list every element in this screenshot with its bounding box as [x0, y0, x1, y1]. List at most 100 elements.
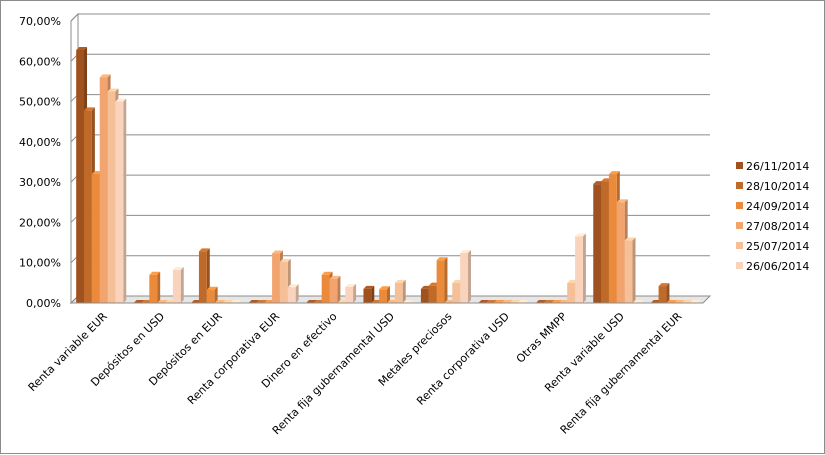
bar — [172, 266, 184, 303]
bar-top — [329, 275, 341, 279]
bar-top — [436, 257, 448, 261]
bar-front — [608, 174, 617, 303]
bar-front — [99, 77, 108, 304]
bar-top — [230, 300, 242, 303]
bar-side — [582, 233, 586, 303]
bar-front — [379, 289, 387, 303]
legend-swatch — [736, 242, 743, 249]
bar-top — [517, 300, 529, 303]
bar-front — [420, 288, 429, 303]
bar-top — [689, 300, 701, 303]
bar-front — [287, 287, 296, 303]
bar-top — [222, 300, 234, 303]
bar-top — [658, 283, 670, 287]
bar-top — [535, 300, 547, 303]
bar-top — [616, 199, 628, 203]
y-tick-label: 10,00% — [19, 257, 61, 270]
bar — [149, 271, 161, 303]
bar-front — [198, 251, 207, 303]
bar — [658, 283, 670, 303]
legend-label: 26/11/2014 — [746, 160, 809, 173]
bar-front — [363, 288, 372, 303]
bar-side — [337, 275, 341, 303]
legend-label: 24/09/2014 — [746, 200, 809, 213]
bar-front — [345, 286, 354, 303]
bar-side — [214, 286, 218, 303]
bar-front — [279, 261, 288, 303]
bar — [115, 98, 127, 303]
bar — [436, 257, 448, 303]
bar-front — [436, 260, 445, 303]
bar-top — [248, 300, 260, 303]
bar-side — [123, 98, 127, 303]
bar-top — [666, 300, 678, 303]
bar-top — [402, 300, 414, 303]
bar-top — [460, 250, 472, 254]
bar-front — [76, 50, 85, 304]
bar-front — [575, 236, 583, 303]
bar-front — [149, 274, 158, 303]
legend-label: 28/10/2014 — [746, 180, 809, 193]
bar-top — [279, 258, 291, 262]
bar-front — [460, 253, 469, 303]
y-tick-label: 30,00% — [19, 176, 61, 189]
bar — [287, 284, 299, 303]
bar-top — [575, 233, 586, 237]
bar-front — [452, 282, 461, 303]
bar-top — [206, 286, 218, 290]
bar-top — [509, 300, 521, 303]
legend-swatch — [736, 262, 743, 269]
bar-top — [478, 300, 490, 303]
legend-swatch — [736, 182, 743, 189]
bar-top — [99, 74, 111, 78]
y-tick-label: 70,00% — [19, 15, 61, 28]
bar-front — [428, 285, 437, 303]
bar-top — [379, 286, 390, 290]
bar-top — [214, 300, 226, 303]
bar-front — [616, 202, 625, 303]
bar-front — [601, 181, 609, 303]
x-tick-label: Renta fija gubernamental EUR — [558, 310, 685, 437]
bar-top — [84, 107, 95, 111]
legend: 26/11/2014 28/10/2014 24/09/2014 27/08/2014… — [736, 160, 809, 273]
bar-side — [387, 286, 390, 303]
y-tick-label: 20,00% — [19, 216, 61, 229]
bar-side — [353, 283, 357, 303]
bar-top — [305, 300, 317, 303]
legend-label: 27/08/2014 — [746, 220, 809, 233]
bar-front — [206, 289, 215, 303]
bar — [575, 233, 586, 303]
x-tick-label: Renta corporativa USD — [414, 310, 512, 408]
bar-side — [295, 284, 299, 303]
bar-side — [444, 257, 448, 303]
bar-front — [329, 278, 338, 303]
bar-top — [363, 285, 375, 289]
bar-front — [107, 91, 116, 303]
bar-top — [394, 279, 406, 283]
bar-top — [321, 271, 333, 275]
bar-front — [593, 184, 602, 303]
bar — [345, 283, 357, 303]
bar-top — [494, 300, 505, 303]
bar-side — [402, 279, 406, 303]
bar-top — [682, 300, 693, 303]
plot-back-wall — [78, 14, 710, 296]
bar-front — [394, 282, 403, 303]
bar-top — [157, 300, 169, 303]
bar — [363, 285, 375, 303]
bar-top — [198, 248, 210, 252]
bar-top — [272, 250, 283, 254]
bar-top — [551, 300, 563, 303]
bar-front — [272, 253, 280, 303]
x-tick-label: Renta corporativa EUR — [185, 310, 282, 407]
bar-top — [501, 300, 513, 303]
bar-top — [345, 283, 357, 287]
bar-top — [624, 237, 636, 241]
bar-front — [321, 274, 330, 303]
bar-top — [76, 47, 88, 51]
bar-top — [149, 271, 161, 275]
bar-front — [658, 286, 667, 303]
bar-side — [666, 283, 670, 303]
